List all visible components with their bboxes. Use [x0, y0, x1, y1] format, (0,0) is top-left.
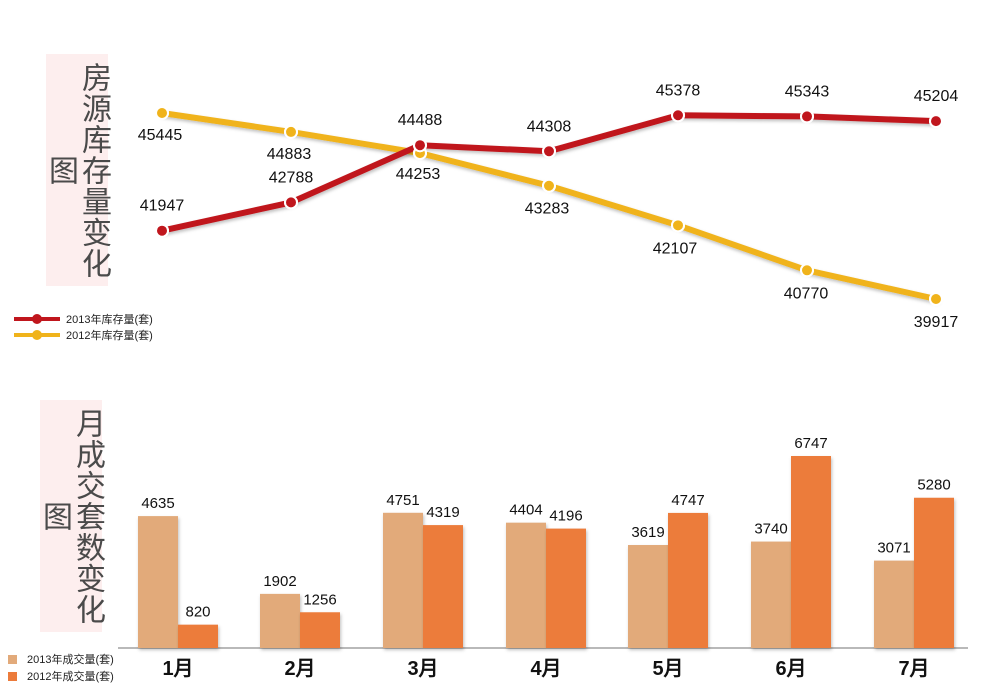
point-2013-1	[155, 223, 169, 238]
month-tick-2: 2月	[284, 658, 315, 680]
bar-2013-sales-2	[260, 593, 300, 648]
legend-2013-sales: 2013年成交量(套)	[8, 651, 114, 667]
legend-2012-inventory: 2012年库存量(套)	[14, 327, 153, 343]
label-2012-inventory-4: 43283	[525, 201, 570, 218]
bar-2012-sales-1	[178, 624, 218, 648]
bar-2013-sales-6	[751, 541, 791, 648]
bar-2012-sales-5	[668, 512, 708, 648]
label-2013-inventory-2: 42788	[269, 169, 314, 186]
label-2012-inventory-5: 42107	[653, 240, 698, 257]
label-2013-sales-1: 4635	[141, 495, 174, 512]
bar-2012-sales-3	[423, 525, 463, 648]
label-2012-inventory-6: 40770	[784, 285, 829, 302]
legend-2013-inventory-swatch	[14, 314, 60, 324]
label-2013-sales-7: 3071	[877, 540, 910, 557]
month-tick-3: 3月	[407, 658, 438, 680]
bar-2012-sales-6	[791, 456, 831, 648]
label-2013-inventory-5: 45378	[656, 82, 701, 99]
label-2013-sales-4: 4404	[509, 502, 542, 519]
label-2013-sales-6: 3740	[754, 521, 787, 538]
month-tick-7: 7月	[898, 658, 929, 680]
label-2013-sales-5: 3619	[631, 524, 664, 541]
legend-2012-sales-swatch	[8, 671, 17, 681]
month-tick-6: 6月	[775, 658, 806, 680]
point-2013-7	[929, 114, 943, 129]
legend-2012-sales-label: 2012年成交量(套)	[27, 671, 114, 683]
label-2012-sales-7: 5280	[917, 477, 950, 494]
label-2012-sales-3: 4319	[426, 504, 459, 521]
label-2013-inventory-4: 44308	[527, 118, 572, 135]
bar-2013-sales-5	[628, 545, 668, 648]
label-2012-sales-4: 4196	[549, 508, 582, 525]
point-2013-5	[671, 108, 685, 123]
label-2012-sales-5: 4747	[671, 492, 704, 509]
legend-2013-inventory: 2013年库存量(套)	[14, 311, 153, 327]
label-2013-inventory-1: 41947	[140, 198, 185, 215]
month-tick-4: 4月	[530, 658, 561, 680]
label-2013-inventory-7: 45204	[914, 88, 959, 105]
bar-2013-sales-3	[383, 512, 423, 648]
legend-2012-inventory-swatch	[14, 330, 60, 340]
label-2012-inventory-1: 45445	[138, 127, 183, 144]
inventory-chart-title: 房源库存量变化图	[43, 54, 111, 286]
legend-2013-inventory-label: 2013年库存量(套)	[66, 314, 153, 326]
legend-2012-inventory-label: 2012年库存量(套)	[66, 330, 153, 342]
label-2013-sales-2: 1902	[263, 573, 296, 590]
legend-2013-sales-label: 2013年成交量(套)	[27, 654, 114, 666]
label-2012-sales-6: 6747	[794, 435, 827, 452]
point-2013-6	[800, 109, 814, 124]
point-2012-5	[671, 218, 685, 233]
legend-2013-sales-swatch	[8, 654, 17, 664]
bar-2013-sales-1	[138, 516, 178, 648]
point-2013-2	[284, 195, 298, 210]
label-2012-inventory-2: 44883	[267, 146, 312, 163]
label-2012-inventory-7: 39917	[914, 314, 959, 331]
point-2013-4	[542, 144, 556, 159]
bar-2012-sales-4	[546, 528, 586, 648]
point-2012-1	[155, 106, 169, 120]
sales-chart-title: 月成交套数变化图	[37, 400, 105, 632]
month-tick-1: 1月	[162, 658, 193, 680]
point-2012-4	[542, 178, 556, 193]
bar-2012-sales-7	[914, 497, 954, 648]
label-2013-inventory-6: 45343	[785, 83, 830, 100]
point-2012-2	[284, 124, 298, 139]
point-2013-3	[413, 138, 427, 153]
bar-2013-sales-7	[874, 560, 914, 648]
point-2012-7	[929, 292, 943, 306]
label-2012-sales-1: 820	[185, 604, 210, 621]
label-2012-inventory-3: 44253	[396, 166, 441, 183]
label-2012-sales-2: 1256	[303, 591, 336, 608]
bar-2013-sales-4	[506, 522, 546, 648]
label-2013-sales-3: 4751	[386, 492, 419, 509]
label-2013-inventory-3: 44488	[398, 112, 443, 129]
legend-2012-sales: 2012年成交量(套)	[8, 668, 114, 684]
point-2012-6	[800, 263, 814, 278]
bar-2012-sales-2	[300, 612, 340, 648]
month-tick-5: 5月	[652, 658, 683, 680]
